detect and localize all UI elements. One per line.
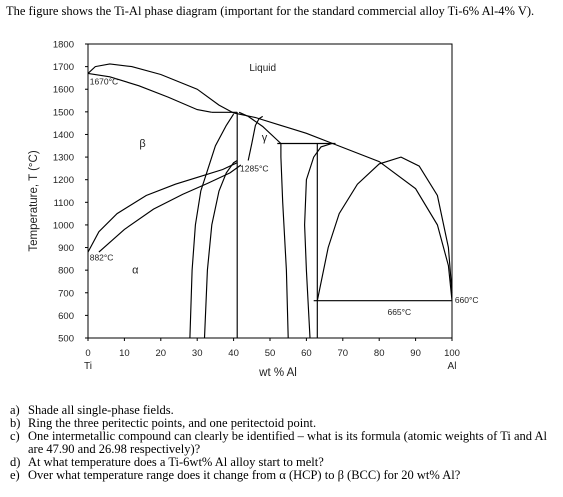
x-tick-label: 100: [444, 348, 460, 359]
x-tick-label: 40: [228, 348, 239, 359]
temperature-annotation: 1285°C: [240, 163, 268, 173]
x-tick-label: 60: [301, 348, 312, 359]
temperature-annotation: 1670°C: [90, 76, 118, 86]
x-tick-label: 20: [156, 348, 167, 359]
x-tick-label: 90: [410, 348, 421, 359]
phase-label: γ: [262, 132, 268, 144]
x-tick-label: 10: [119, 348, 130, 359]
x-axis-label: wt % Al: [258, 367, 297, 379]
y-tick-label: 1200: [53, 175, 74, 186]
plot-frame: [87, 43, 453, 339]
x-tick-label: 80: [374, 348, 385, 359]
y-tick-label: 1400: [53, 130, 74, 141]
question-item: e) Over what temperature range does it ch…: [10, 468, 461, 482]
phase-label: α: [132, 265, 139, 277]
question-item: b) Ring the three peritectic points, and …: [10, 416, 317, 430]
phase-line-alpha2-right: [203, 160, 238, 339]
x-tick-label: 30: [192, 348, 203, 359]
question-item: c) One intermetallic compound can clearly…: [10, 429, 547, 456]
phase-line-gamma-boundary-upper: [247, 115, 263, 161]
phase-line-alpha2-left: [189, 113, 235, 339]
y-tick-label: 1800: [53, 40, 74, 51]
y-tick-label: 1500: [53, 107, 74, 118]
temperature-annotation: 660°C: [455, 295, 479, 305]
y-axis-label: Temperature, T (°C): [28, 150, 40, 251]
phase-line-gamma-right: [280, 143, 289, 339]
y-tick-label: 900: [58, 243, 74, 254]
phase-line-alpha-beta-lower: [98, 164, 242, 253]
intro-text: The figure shows the Ti-Al phase diagram…: [6, 4, 535, 18]
question-item: d) At what temperature does a Ti-6wt% Al …: [10, 455, 324, 469]
phase-line-liquidus-right: [335, 144, 453, 301]
y-tick-label: 1300: [53, 153, 74, 164]
phase-line-liquidus: [87, 63, 336, 146]
x-tick-label: 50: [265, 348, 276, 359]
phase-diagram: 5006007008009001000110012001300140015001…: [28, 40, 479, 380]
y-tick-label: 700: [58, 288, 74, 299]
y-tick-label: 600: [58, 311, 74, 322]
question-item: a) Shade all single-phase fields.: [10, 403, 174, 417]
phase-label: Liquid: [249, 63, 276, 74]
y-tick-label: 1600: [53, 85, 74, 96]
question-list: a) Shade all single-phase fields. b) Ring …: [10, 404, 558, 482]
temperature-annotation: 882°C: [90, 253, 114, 263]
y-tick-label: 500: [58, 334, 74, 345]
x-tick-label: 0: [85, 348, 90, 359]
y-tick-label: 1700: [53, 62, 74, 73]
temperature-annotation: 665°C: [387, 307, 411, 317]
phase-line-al-solvus: [316, 156, 453, 301]
y-tick-label: 1100: [54, 198, 74, 209]
phase-line-tial3-left: [304, 142, 333, 339]
x-end-label-ti: Ti: [84, 361, 92, 372]
y-tick-label: 1000: [53, 220, 74, 231]
x-end-label-al: Al: [448, 361, 457, 372]
phase-line-beta-solvus-right: [87, 72, 212, 113]
phase-label: β: [139, 138, 145, 150]
x-tick-label: 70: [338, 348, 349, 359]
phase-line-gamma-right-peritectic: [238, 111, 282, 144]
phase-line-beta-to-alpha: [87, 162, 238, 253]
y-tick-label: 800: [58, 266, 74, 277]
